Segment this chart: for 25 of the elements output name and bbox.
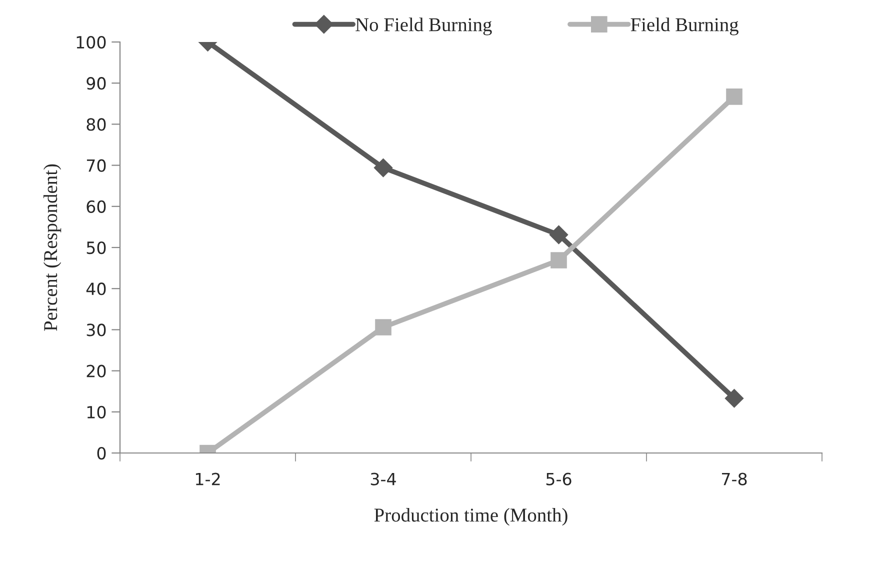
y-tick-label: 50 — [86, 241, 106, 254]
point — [549, 225, 568, 244]
x-tick-label: 7-8 — [722, 472, 747, 486]
y-tick-label: 100 — [76, 36, 106, 49]
y-tick-label: 30 — [86, 324, 106, 336]
y-axis-title: Percent (Respondent) — [43, 164, 62, 331]
y-tick-label: 90 — [86, 77, 106, 90]
y-tick-label: 80 — [86, 118, 106, 131]
x-tick-label: 5-6 — [546, 472, 572, 486]
x-tick-label: 1-2 — [196, 472, 220, 486]
y-tick-label: 70 — [86, 159, 106, 172]
y-tick-label: 0 — [97, 446, 106, 460]
point — [374, 158, 393, 178]
point — [550, 252, 567, 268]
y-tick-label: 20 — [86, 364, 106, 378]
y-tick-label: 40 — [86, 282, 106, 296]
point — [726, 88, 742, 105]
x-axis-title: Production time (Month) — [374, 508, 568, 526]
point — [724, 388, 744, 408]
legend-label: No Field Burning — [356, 18, 492, 36]
x-tick-label: 3-4 — [370, 472, 396, 486]
legend-label: Field Burning — [630, 18, 738, 36]
y-tick-label: 60 — [86, 200, 106, 213]
point — [375, 319, 392, 336]
y-tick-label: 10 — [87, 406, 106, 418]
